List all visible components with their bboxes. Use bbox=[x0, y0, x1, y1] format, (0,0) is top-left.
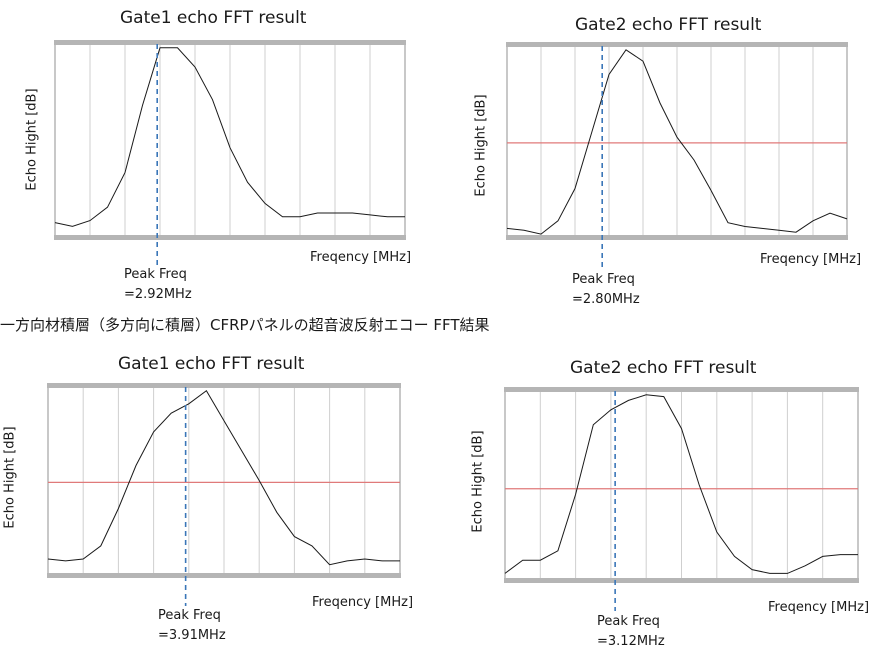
peak-value: =3.12MHz bbox=[597, 634, 665, 649]
series-line bbox=[47, 389, 400, 566]
peak-value: =2.80MHz bbox=[572, 292, 640, 307]
plot-area bbox=[506, 42, 848, 268]
frame-bottom bbox=[47, 573, 401, 578]
peak-label: Peak Freq bbox=[597, 614, 660, 629]
frame-top bbox=[47, 383, 401, 388]
chart-title: Gate1 echo FFT result bbox=[118, 354, 305, 374]
figure-caption: 一方向材積層（多方向に積層）CFRPパネルの超音波反射エコー FFT結果 bbox=[0, 316, 490, 334]
series-line bbox=[54, 47, 405, 227]
y-axis-label: Echo Hight [dB] bbox=[24, 88, 40, 191]
peak-label: Peak Freq bbox=[158, 608, 221, 623]
chart-title: Gate2 echo FFT result bbox=[570, 358, 757, 378]
plot-area bbox=[47, 383, 401, 606]
x-axis-label: Freqency [MHz] bbox=[312, 595, 414, 610]
chart-title: Gate2 echo FFT result bbox=[575, 15, 762, 35]
y-axis-label: Echo Hight [dB] bbox=[470, 430, 486, 533]
peak-annotation: Peak Freq =2.80MHz bbox=[572, 270, 640, 310]
peak-annotation: Peak Freq =3.12MHz bbox=[597, 612, 665, 652]
peak-annotation: Peak Freq =2.92MHz bbox=[124, 265, 192, 305]
frame-bottom bbox=[506, 235, 848, 240]
peak-value: =3.91MHz bbox=[158, 628, 226, 643]
plot-area bbox=[504, 387, 859, 611]
peak-label: Peak Freq bbox=[572, 272, 635, 287]
y-axis-label: Echo Hight [dB] bbox=[473, 94, 489, 197]
series-line bbox=[504, 394, 858, 574]
plot-area bbox=[54, 40, 406, 268]
peak-value: =2.92MHz bbox=[124, 287, 192, 302]
series-line bbox=[506, 49, 848, 235]
frame-top bbox=[504, 387, 859, 392]
x-axis-label: Freqency [MHz] bbox=[760, 252, 862, 267]
frame-top bbox=[54, 40, 406, 45]
frame-bottom bbox=[54, 235, 406, 240]
y-axis-label: Echo Hight [dB] bbox=[2, 426, 18, 529]
x-axis-label: Freqency [MHz] bbox=[768, 600, 870, 615]
frame-top bbox=[506, 42, 848, 47]
peak-annotation: Peak Freq =3.91MHz bbox=[158, 606, 226, 646]
x-axis-label: Freqency [MHz] bbox=[310, 250, 412, 265]
peak-label: Peak Freq bbox=[124, 267, 187, 282]
frame-bottom bbox=[504, 578, 859, 583]
chart-title: Gate1 echo FFT result bbox=[120, 8, 307, 28]
